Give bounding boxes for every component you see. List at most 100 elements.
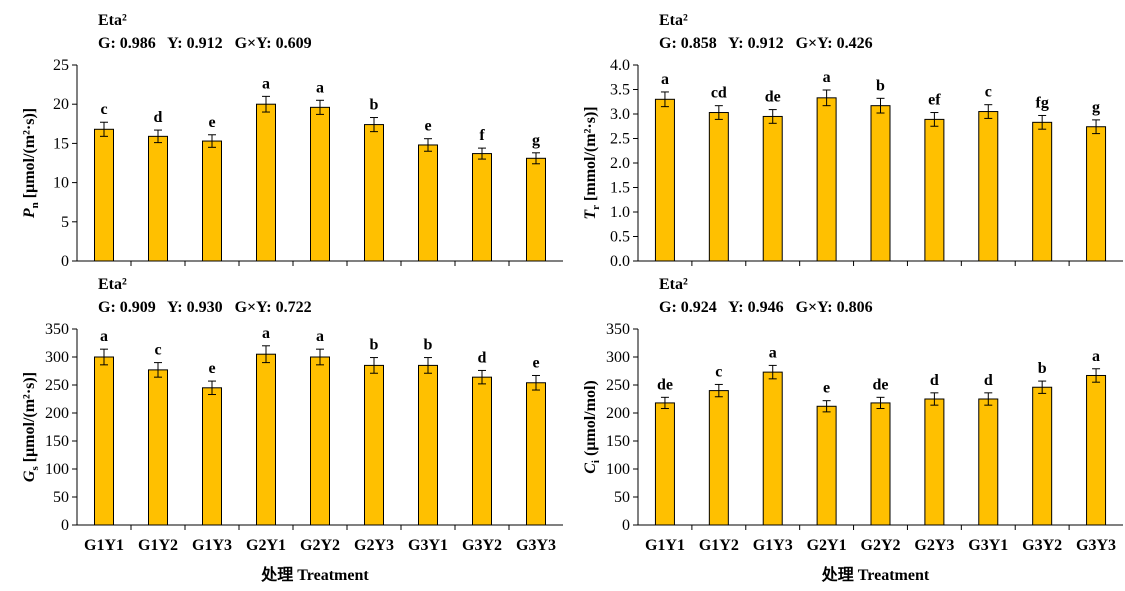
error-bar-g2y1	[262, 345, 270, 364]
y-tick-label: 2.0	[610, 155, 630, 172]
bar-g3y1	[978, 111, 999, 262]
significance-label: a	[262, 75, 270, 92]
significance-label: de	[765, 89, 781, 106]
error-bar-g2y3	[370, 357, 378, 374]
y-tick-label: 350	[45, 321, 69, 338]
significance-label: d	[930, 372, 939, 389]
bar-g2y2	[870, 402, 891, 526]
y-axis-title-subscript: r	[590, 205, 602, 210]
bar-g3y3	[526, 157, 546, 262]
x-tick-label: G3Y1	[408, 537, 448, 554]
error-bar-g3y2	[478, 147, 486, 160]
y-tick-label: 3.0	[610, 106, 630, 123]
error-bar-g1y1	[660, 396, 669, 410]
y-tick-label: 15	[53, 135, 69, 152]
significance-label: c	[985, 84, 992, 101]
error-bar-g1y3	[208, 134, 216, 148]
error-bar-g1y1	[100, 121, 108, 137]
y-tick-label: 3.5	[610, 82, 630, 99]
error-bar-g2y2	[876, 396, 885, 410]
error-bar-g3y1	[424, 357, 432, 374]
y-tick-label: 200	[606, 405, 630, 422]
error-bar-g2y1	[822, 400, 831, 413]
y-tick-label: 350	[606, 321, 630, 338]
y-axis-title: Pn [μmol/(m²·s)]	[21, 108, 41, 219]
bar-g1y2	[708, 112, 729, 262]
y-tick-label: 100	[45, 461, 69, 478]
error-bar-g3y2	[1038, 380, 1047, 394]
y-tick-label: 100	[606, 461, 630, 478]
eta-stats: G: 0.909 Y: 0.930 G×Y: 0.722	[98, 299, 312, 316]
y-axis-title-symbol: G	[21, 470, 38, 482]
y-axis-title: Tr [mmol/(m²·s)]	[582, 106, 602, 219]
significance-label: ef	[928, 92, 941, 109]
error-bar-g1y3	[768, 109, 777, 124]
significance-label: d	[478, 349, 487, 366]
significance-label: a	[316, 79, 324, 96]
x-tick-label: G1Y1	[645, 537, 685, 554]
error-bar-g1y1	[100, 348, 108, 366]
x-tick-label: G3Y3	[516, 537, 556, 554]
x-tick-label: G2Y3	[354, 537, 394, 554]
bar-g1y3	[762, 115, 783, 262]
significance-label: c	[715, 363, 722, 380]
bar-g3y1	[978, 398, 999, 526]
error-bar-g3y3	[1092, 368, 1101, 383]
significance-label: e	[424, 118, 431, 135]
bar-g1y1	[94, 356, 114, 526]
bar-g2y3	[364, 364, 384, 526]
significance-label: de	[657, 376, 673, 393]
error-bar-g2y3	[930, 392, 939, 406]
error-bar-g3y1	[984, 392, 993, 406]
significance-label: e	[208, 360, 215, 377]
error-bar-g1y2	[714, 383, 723, 398]
significance-label: a	[1092, 348, 1100, 365]
y-tick-label: 250	[606, 377, 630, 394]
error-bar-g2y1	[262, 95, 270, 113]
y-tick-label: 20	[53, 96, 69, 113]
y-tick-label: 4.0	[610, 57, 630, 74]
x-axis-title: 处理 Treatment	[821, 565, 930, 584]
eta-title: Eta²	[659, 276, 688, 293]
x-tick-label: G2Y1	[807, 537, 847, 554]
y-tick-label: 2.5	[610, 131, 630, 148]
y-axis-title-symbol: C	[582, 463, 599, 474]
error-bar-g3y3	[1092, 119, 1101, 135]
chart-panel-bottom-right: de G1Y1 c G1Y2 a G1Y3 e G2Y1 de G2Y2 d G2Y3 d G3Y1 b G3…	[582, 276, 1123, 584]
bar-g3y2	[1032, 386, 1053, 526]
significance-label: e	[208, 114, 215, 131]
y-axis-title-unit: [μmol/(m²·s)]	[21, 372, 38, 466]
x-tick-label: G1Y3	[753, 537, 793, 554]
significance-label: a	[316, 328, 324, 345]
significance-label: d	[984, 372, 993, 389]
y-axis-title-subscript: s	[29, 466, 41, 471]
significance-label: g	[1092, 99, 1100, 116]
significance-label: cd	[711, 85, 727, 102]
eta-title: Eta²	[98, 12, 127, 29]
error-bar-g1y1	[660, 91, 669, 108]
significance-label: f	[479, 127, 485, 144]
significance-label: a	[262, 325, 270, 342]
x-tick-label: G3Y3	[1076, 537, 1116, 554]
chart-panel-top-right: a cd de a b ef c fg g 0.0 0.5 1.0 1.5 2.0 2.5 3.0 3.5 4.0…	[582, 12, 1123, 270]
error-bar-g1y3	[208, 380, 216, 396]
y-tick-label: 0.0	[610, 253, 630, 270]
bar-g1y2	[708, 390, 729, 526]
error-bar-g1y2	[154, 362, 162, 378]
y-tick-label: 1.5	[610, 180, 630, 197]
significance-label: b	[370, 337, 379, 354]
bar-g1y3	[202, 387, 222, 526]
bar-g3y1	[418, 364, 438, 526]
y-tick-label: 0	[61, 517, 69, 534]
y-tick-label: 0	[622, 517, 630, 534]
error-bar-g3y2	[1038, 114, 1047, 130]
significance-label: a	[823, 69, 831, 86]
significance-label: e	[823, 380, 830, 397]
chart-panel-top-left: c d e a a b e f g 0 5 10 15 20 25 Eta² G: 0.986 Y: 0.912…	[21, 12, 563, 270]
bar-g2y1	[816, 97, 837, 262]
bar-g3y3	[1086, 126, 1107, 262]
y-tick-label: 0.5	[610, 229, 630, 246]
bar-g2y2	[310, 356, 330, 526]
x-tick-label: G2Y3	[914, 537, 954, 554]
